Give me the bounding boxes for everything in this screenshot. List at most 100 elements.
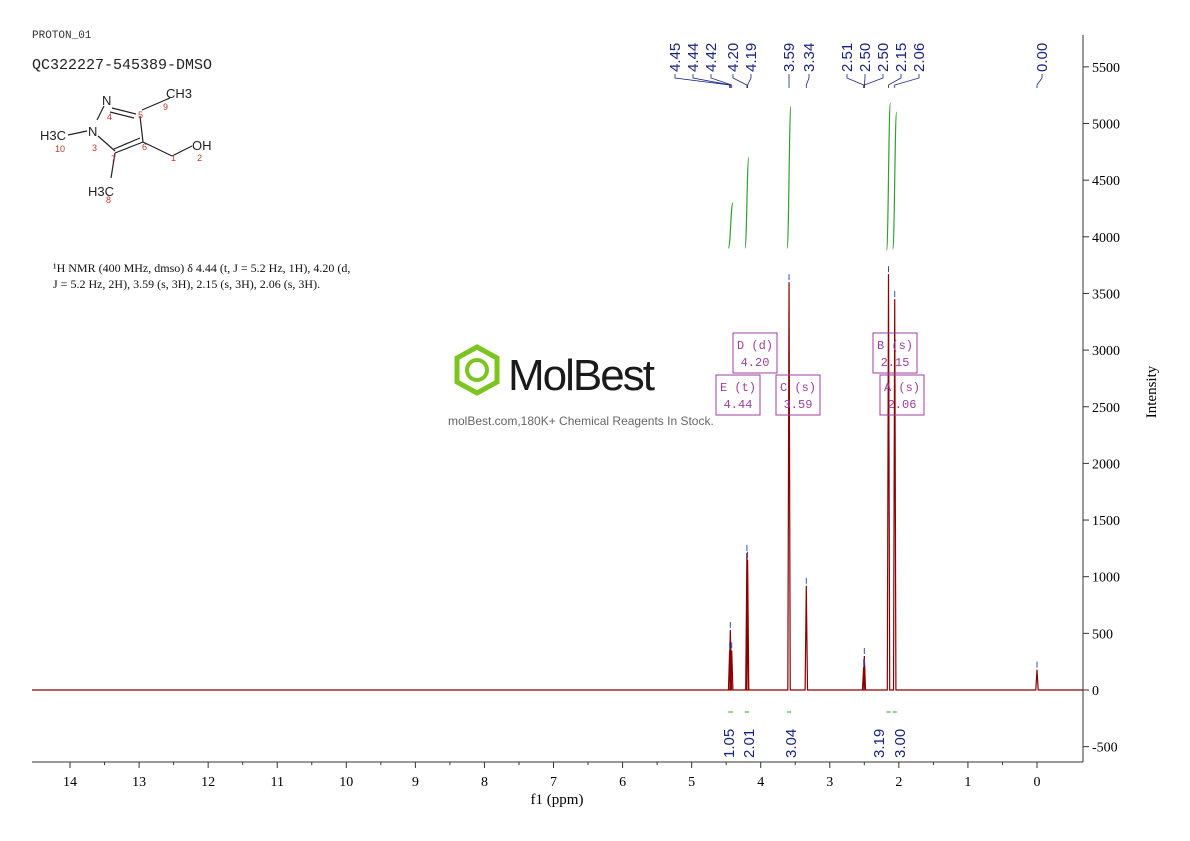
x-tick-label: 13 [132,775,146,790]
y-tick-label: 4000 [1092,231,1120,246]
x-tick-label: 0 [1034,775,1041,790]
x-tick-label: 5 [688,775,695,790]
multiplet-shift: 4.44 [724,398,753,412]
atom-number: 2 [197,153,202,163]
y-tick-label: 3000 [1092,344,1120,359]
x-tick-label: 9 [412,775,419,790]
atom-label: N [88,124,97,139]
y-tick-label: 5000 [1092,118,1120,133]
integral-curve [885,102,892,251]
molbest-logo: MolBest [454,344,657,398]
atom-number: 6 [142,142,147,152]
multiplet-label: C (s) [780,381,816,395]
multiplet-box [715,374,761,416]
x-tick-label: 7 [550,775,557,790]
description-line: J = 5.2 Hz, 2H), 3.59 (s, 3H), 2.15 (s, … [53,277,321,291]
atom-number: 8 [106,195,111,205]
peak-label-connector [692,74,731,88]
y-tick-label: 0 [1092,684,1099,699]
peak-label: 4.19 [743,43,760,72]
y-tick-label: 4500 [1092,174,1120,189]
atom-number: 10 [55,144,65,154]
spectrum-line [32,274,1083,691]
y-tick-label: -500 [1092,741,1118,756]
integral-value: 1.05 [721,729,738,758]
x-tick-label: 10 [339,775,353,790]
atom-number: 3 [92,143,97,153]
x-tick-label: 3 [826,775,833,790]
x-axis-label: f1 (ppm) [531,792,584,808]
y-axis-label: Intensity [1144,365,1160,418]
integral-value: 2.01 [741,729,758,758]
x-tick-label: 6 [619,775,626,790]
peak-label-connector [846,74,865,88]
multiplet-box [872,332,918,374]
x-tick-label: 4 [757,775,764,790]
peak-label: 2.51 [839,43,856,72]
x-tick-label: 8 [481,775,488,790]
x-tick-label: 11 [270,775,283,790]
x-tick-label: 14 [63,775,77,790]
multiplet-box [732,332,778,374]
experiment-name: PROTON_01 [32,30,92,42]
peak-label-connector [805,74,810,88]
atom-label: H3C [88,184,114,199]
y-tick-label: 1500 [1092,514,1120,529]
logo-brand: MolBest [508,351,655,398]
y-tick-label: 2000 [1092,457,1120,472]
hexagon-icon [454,344,500,396]
y-tick-label: 500 [1092,627,1113,642]
atom-label: OH [192,138,212,153]
integral-curve [892,111,898,250]
integral-value: 3.19 [871,729,888,758]
integral-curve [744,156,750,249]
peak-label: 3.34 [801,43,818,72]
peak-label-connector [888,74,902,88]
peak-label-connector [674,74,731,88]
peak-label-connector [732,74,748,88]
x-tick-label: 1 [964,775,971,790]
peak-label: 4.20 [725,43,742,72]
peak-label: 0.00 [1034,43,1051,72]
atom-label: N [102,93,111,108]
peak-label: 2.15 [893,43,910,72]
peak-label: 4.45 [667,43,684,72]
peak-label: 2.50 [857,43,874,72]
integral-value: 3.04 [783,729,800,758]
y-tick-label: 1000 [1092,571,1120,586]
watermark-tagline: molBest.com,180K+ Chemical Reagents In S… [448,414,714,428]
integral-curve [786,105,792,249]
atom-number: 5 [138,110,143,120]
atom-label: CH3 [166,86,192,101]
peak-label-connector [710,74,733,88]
multiplet-box [879,374,925,416]
atom-number: 1 [171,153,176,163]
molecule-structure: N CH3 H3C N OH H3C 1 2 3 4 5 6 7 8 9 10 [40,86,212,205]
multiplet-shift: 4.20 [741,356,770,370]
peak-label: 2.50 [875,43,892,72]
atom-number: 4 [107,112,112,122]
multiplet-label: E (t) [720,381,756,395]
atom-number: 9 [163,102,168,112]
integral-value: 3.00 [892,729,909,758]
multiplet-label: B (s) [877,339,913,353]
x-tick-label: 2 [895,775,902,790]
multiplet-shift: 2.06 [888,398,917,412]
atom-number: 7 [111,154,116,164]
peak-label: 4.44 [685,43,702,72]
multiplet-label: D (d) [737,339,773,353]
peak-label-connector [1036,74,1043,88]
y-tick-label: 2500 [1092,401,1120,416]
sample-id: QC322227-545389-DMSO [32,57,213,74]
peak-label: 2.06 [911,43,928,72]
peak-label: 4.42 [703,43,720,72]
y-tick-label: 3500 [1092,287,1120,302]
peak-label-connector [747,74,752,88]
atom-label: H3C [40,128,66,143]
peak-label-connector [894,74,920,88]
y-tick-label: 5500 [1092,61,1120,76]
multiplet-box [775,374,821,416]
peak-label: 3.59 [781,43,798,72]
